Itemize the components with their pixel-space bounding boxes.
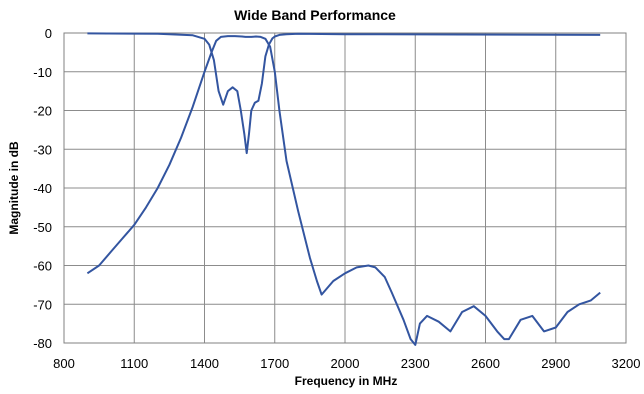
x-tick-label: 800 [53,356,75,371]
y-tick-label: -20 [33,104,52,119]
x-axis-label: Frequency in MHz [295,374,398,388]
y-tick-label: -50 [33,220,52,235]
y-tick-label: -30 [33,142,52,157]
x-tick-label: 2000 [331,356,360,371]
x-tick-label: 3200 [612,356,641,371]
x-tick-label: 2900 [541,356,570,371]
y-axis-label: Magnitude in dB [7,141,21,235]
x-tick-label: 1400 [190,356,219,371]
y-tick-label: -60 [33,259,52,274]
y-tick-labels: 0 -10 -20 -30 -40 -50 -60 -70 -80 [33,26,52,351]
plot-frame [63,32,627,344]
y-tick-label: -70 [33,297,52,312]
x-tick-labels: 800 1100 1400 1700 2000 2300 2600 2900 3200 [53,356,640,371]
y-tick-label: -80 [33,336,52,351]
chart-title: Wide Band Performance [234,7,396,23]
x-tick-label: 2300 [401,356,430,371]
grid [63,32,627,344]
y-tick-label: -40 [33,181,52,196]
return-loss-series-line [87,32,601,155]
x-tick-label: 2600 [471,356,500,371]
y-tick-label: -10 [33,65,52,80]
series-layer [86,32,601,346]
x-tick-label: 1700 [260,356,289,371]
x-tick-label: 1100 [120,356,148,371]
insertion-series-line [86,35,601,346]
y-tick-label: 0 [45,26,52,41]
